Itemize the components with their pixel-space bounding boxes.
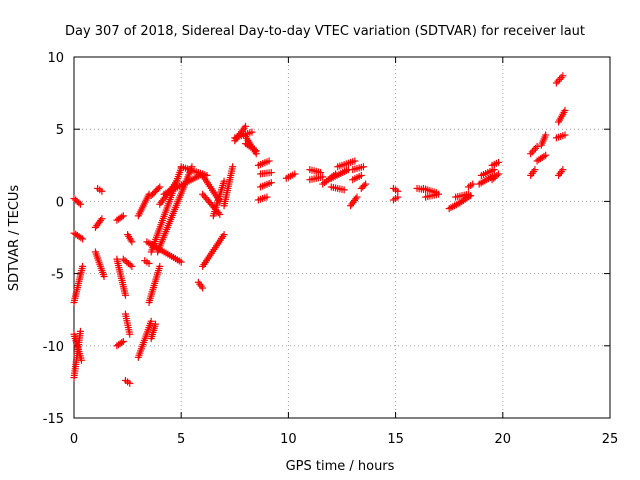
data-point <box>352 195 360 203</box>
data-point <box>291 170 299 178</box>
x-tick-label: 0 <box>70 432 78 447</box>
data-point <box>360 182 368 190</box>
data-point <box>540 152 548 160</box>
data-point <box>177 258 185 266</box>
data-point <box>100 272 108 280</box>
data-point <box>359 163 367 171</box>
data-point <box>561 131 569 139</box>
grid <box>74 57 610 418</box>
y-tick-label: -5 <box>51 268 64 283</box>
data-point <box>469 180 477 188</box>
data-point <box>362 180 370 188</box>
tick-labels: 0 5 10 15 20 25 -15 -10 -5 0 5 10 <box>43 51 619 447</box>
data-point <box>119 212 127 220</box>
data-point <box>265 157 273 165</box>
plot-border <box>73 56 611 419</box>
y-tick-label: -15 <box>43 412 64 427</box>
data-point <box>542 131 550 139</box>
data-point <box>79 262 87 270</box>
data-point <box>533 143 541 151</box>
data-point <box>528 148 536 156</box>
data-point <box>154 184 162 192</box>
data-point <box>79 235 87 243</box>
data-markers <box>70 72 569 387</box>
data-point <box>151 320 159 328</box>
data-point <box>531 166 539 174</box>
data-point <box>252 147 260 155</box>
x-tick-label: 15 <box>387 432 404 447</box>
data-point <box>78 356 86 364</box>
data-point <box>340 186 348 194</box>
data-point <box>554 77 562 85</box>
data-point <box>98 215 106 223</box>
data-point <box>220 231 228 239</box>
data-point <box>351 157 359 165</box>
data-point <box>319 173 327 181</box>
data-point <box>542 151 550 159</box>
y-tick-label: -10 <box>43 340 64 355</box>
data-point <box>353 193 361 201</box>
data-point <box>527 150 535 158</box>
data-point <box>76 200 84 208</box>
data-point <box>557 74 565 82</box>
data-point <box>357 171 365 179</box>
data-point <box>495 170 503 178</box>
data-point <box>128 238 136 246</box>
data-point <box>97 216 105 224</box>
y-tick-label: 5 <box>56 123 64 138</box>
data-point <box>220 177 228 185</box>
data-point <box>156 262 164 270</box>
x-tick-label: 25 <box>602 432 619 447</box>
data-point <box>248 128 256 136</box>
data-point <box>216 210 224 218</box>
y-tick-label: 0 <box>56 195 64 210</box>
data-point <box>467 192 475 200</box>
data-point <box>556 75 564 83</box>
data-point <box>263 193 271 201</box>
data-point <box>214 209 222 217</box>
data-point <box>156 183 164 191</box>
x-tick-label: 20 <box>495 432 512 447</box>
data-point <box>552 79 560 87</box>
data-point <box>98 187 106 195</box>
data-point <box>267 169 275 177</box>
data-point <box>145 259 153 267</box>
data-point <box>559 72 567 80</box>
data-point <box>119 337 127 345</box>
data-point <box>531 144 539 152</box>
data-point <box>118 339 126 347</box>
data-point <box>77 234 85 242</box>
data-point <box>434 190 442 198</box>
data-point <box>229 163 237 171</box>
data-point <box>530 146 538 154</box>
data-point <box>75 199 83 207</box>
data-point <box>561 106 569 114</box>
data-point <box>126 379 134 387</box>
data-point <box>126 330 134 338</box>
data-point <box>118 213 126 221</box>
x-axis-label: GPS time / hours <box>286 459 395 474</box>
data-point <box>495 158 503 166</box>
data-point <box>493 171 501 179</box>
x-tick-label: 10 <box>280 432 297 447</box>
data-point <box>199 284 207 292</box>
data-point <box>242 122 250 130</box>
data-point <box>128 262 136 270</box>
data-point <box>173 177 181 185</box>
y-tick-label: 10 <box>47 51 64 66</box>
data-point <box>394 193 402 201</box>
chart-title: Day 307 of 2018, Sidereal Day-to-day VTE… <box>65 24 585 39</box>
y-axis-label: SDTVAR / TECUs <box>7 185 22 292</box>
axes <box>73 56 611 419</box>
data-point <box>267 179 275 187</box>
data-point <box>147 317 155 325</box>
data-point <box>121 291 129 299</box>
data-point <box>126 261 134 269</box>
data-point <box>559 166 567 174</box>
data-point <box>76 327 84 335</box>
x-tick-label: 5 <box>177 432 185 447</box>
